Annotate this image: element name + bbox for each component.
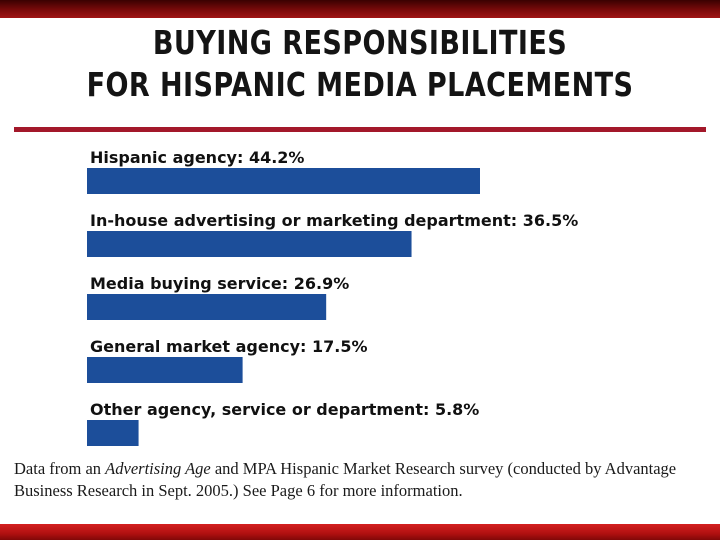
source-note-publication: Advertising Age (105, 459, 211, 478)
chart-title: BUYING RESPONSIBILITIES FOR HISPANIC MED… (65, 22, 655, 106)
source-note-part-2: and MPA Hispanic Market Research survey … (14, 459, 677, 500)
bar-4 (87, 357, 243, 383)
source-note: Data from an Advertising Age and MPA His… (14, 458, 714, 502)
bar-category-label: General market agency: (90, 337, 312, 356)
top-color-band (0, 0, 720, 18)
bar-label-4: General market agency: 17.5% (90, 337, 368, 356)
bar-value-label: 17.5% (312, 337, 368, 356)
bar-category-label: Media buying service: (90, 274, 294, 293)
bar-category-label: In-house advertising or marketing depart… (90, 211, 523, 230)
bar-label-3: Media buying service: 26.9% (90, 274, 349, 293)
bar-row-5: Other agency, service or department: 5.8… (87, 400, 479, 446)
bottom-color-band (0, 524, 720, 540)
bar-2 (87, 231, 412, 257)
bar-1 (87, 168, 480, 194)
bar-value-label: 36.5% (523, 211, 579, 230)
bar-row-2: In-house advertising or marketing depart… (87, 211, 578, 257)
bar-3 (87, 294, 327, 320)
bar-category-label: Hispanic agency: (90, 148, 249, 167)
bar-value-label: 26.9% (294, 274, 350, 293)
bar-row-1: Hispanic agency: 44.2% (87, 148, 480, 194)
bar-label-1: Hispanic agency: 44.2% (90, 148, 304, 167)
bar-value-label: 5.8% (435, 400, 479, 419)
bar-5 (87, 420, 139, 446)
bar-label-2: In-house advertising or marketing depart… (90, 211, 578, 230)
source-note-part-1: Data from an (14, 459, 106, 478)
title-divider (14, 127, 706, 132)
title-line-2: FOR HISPANIC MEDIA PLACEMENTS (86, 65, 634, 104)
bar-row-4: General market agency: 17.5% (87, 337, 368, 383)
bar-label-5: Other agency, service or department: 5.8… (90, 400, 479, 419)
bar-row-3: Media buying service: 26.9% (87, 274, 349, 320)
title-line-1: BUYING RESPONSIBILITIES (152, 23, 568, 62)
bar-category-label: Other agency, service or department: (90, 400, 435, 419)
bar-value-label: 44.2% (249, 148, 305, 167)
